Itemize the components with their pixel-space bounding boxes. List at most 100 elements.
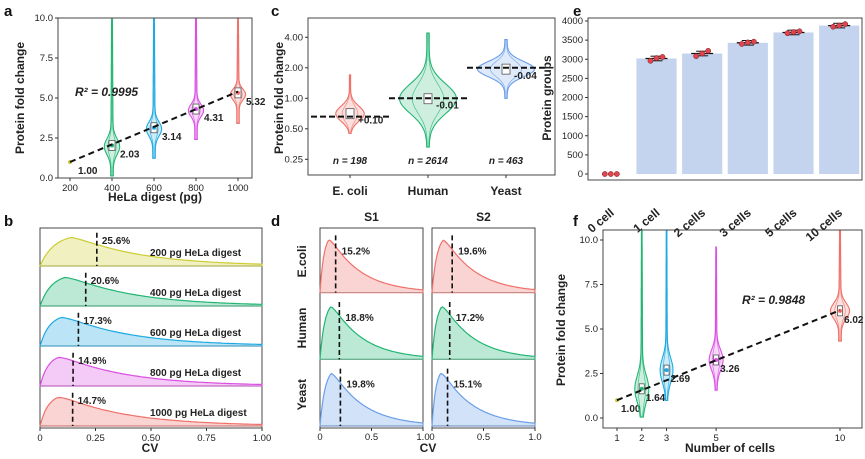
panel-d-density [431,306,536,360]
panel-c-n-label: n = 463 [489,156,524,167]
panel-f-violin-inner [637,230,646,418]
panel-e-ylabel: Protein groups [540,55,554,141]
panel-a-letter: a [4,3,13,20]
panel-b-median-label: 17.3% [83,316,111,327]
panel-f-xtick-label: 5 [713,433,718,444]
panel-e-bar [819,25,860,175]
panel-e-ytick-label: 1500 [562,112,583,123]
panel-f-xtick-label: 3 [664,433,669,444]
panel-b-row-label: 200 pg HeLa digest [150,248,242,259]
panel-d-xtick-label: 0.5 [477,432,490,443]
panel-f-ytick-label: 7.5 [585,280,598,291]
panel-a-violin-inner [107,18,117,177]
panel-f-median-point [664,368,669,373]
panel-a-ytick-label: 0.0 [40,173,53,184]
panel-e-point [790,29,797,35]
panel-d-row-label: E.coli [295,245,309,277]
panel-e-letter: e [573,3,581,20]
panel-c-delta-label: +0.10 [358,116,384,127]
panel-d-xtick-label: 1.0 [416,432,429,443]
panel-f-xtick-label: 1 [614,433,619,444]
panel-e-point [653,55,660,61]
panel-a-fit-line [69,90,239,163]
panel-a-r2: R² = 0.9995 [75,85,138,99]
panel-d-density [319,239,424,294]
panel-f-median-label: 1.64 [646,393,666,404]
panel-c-xtick-label: Yeast [490,184,521,198]
panel-d-row-label: Human [295,308,309,349]
panel-d-column-title: S1 [364,210,379,224]
panel-a-median-label: 4.31 [204,113,224,124]
panel-c-frame [307,17,556,176]
panel-e-ytick-label: 2500 [562,73,583,84]
panel-e-ytick-label: 4000 [562,16,583,27]
panel-b-row-label: 1000 pg HeLa digest [150,408,247,419]
panel-e-point [693,53,700,60]
panel-f-letter: f [573,213,579,230]
panel-e-ytick-label: 1000 [562,131,583,142]
panel-d-median-label: 18.8% [345,313,373,324]
panel-e-point [705,47,712,54]
panel-d-xtick-label: 0 [317,432,322,443]
panel-a-xtick-label: 800 [188,183,204,194]
panel-e-point [830,23,837,30]
panel-f-median-label: 3.26 [720,364,740,375]
panel-d-median-label: 15.1% [454,380,482,391]
panel-c-violin [398,32,458,148]
panel-c-box [345,108,355,120]
panel-e-xtick-label: 5 cells [762,205,799,240]
panel-c-delta-label: -0.01 [436,101,459,112]
panel-e-point [659,54,666,60]
panel-c-box [501,63,511,75]
panel-a-ytick-label: 10.0 [35,13,54,24]
panel-e-point [601,171,608,177]
panel-f-ytick-label: 10.0 [580,235,599,246]
panel-e-point [647,57,654,64]
panel-d-median-label: 17.2% [456,313,484,324]
panel-e-point [613,171,620,177]
panel-a-median-label: 3.14 [162,132,182,143]
panel-b-row-label: 600 pg HeLa digest [150,328,242,339]
panel-f-r2: R² = 0.9848 [742,293,805,307]
panel-b-density [39,236,263,267]
panel-e-ytick-label: 3000 [562,54,583,65]
panel-f-ytick-label: 5.0 [585,324,598,335]
panel-e-bar [773,32,814,174]
panel-c-n-label: n = 198 [333,156,368,167]
panel-a-violin-inner [149,18,159,159]
panel-c-violin-inner [411,32,445,148]
panel-e-xtick-label: 2 cells [671,205,708,240]
panel-e-xtick-label: 0 cell [585,206,617,236]
panel-b-median-label: 25.6% [102,236,130,247]
panel-e-bar [682,53,723,175]
panel-f-median-label: 1.00 [621,404,641,415]
panel-f-ytick-label: 0.0 [585,413,598,424]
panel-b-row-label: 800 pg HeLa digest [150,368,242,379]
panel-d-median-label: 15.2% [342,246,370,257]
panel-c-n-label: n = 2614 [408,156,448,167]
panel-e-point [738,41,745,47]
panel-c-xtick-label: Human [408,184,449,198]
panel-b-xtick-label: 0.25 [86,433,105,444]
panel-b-density [39,396,263,427]
panel-e-xtick-label: 1 cell [630,206,662,236]
panel-a-xtick-label: 400 [104,183,120,194]
panel-e-bar [636,58,677,174]
panel-e-ytick-label: 500 [567,150,583,161]
panel-e-point [750,38,757,45]
panel-a-xtick-label: 1000 [227,183,248,194]
panel-e-xtick-label: 3 cells [717,205,754,240]
panel-f-median-label: 2.69 [671,374,691,385]
panel-a-median-label: 2.03 [120,150,140,161]
panel-f-violin-inner [662,230,671,401]
panel-a-median-label: 5.32 [246,97,266,108]
panel-f-violin-inner [711,246,721,391]
panel-f-ylabel: Protein fold change [554,274,568,386]
panel-a-xtick-label: 600 [146,183,162,194]
panel-d-median-label: 19.8% [346,380,374,391]
panel-b-row-label: 400 pg HeLa digest [150,288,242,299]
panel-d-density [431,239,536,294]
panel-d-row-label: Yeast [295,379,309,410]
panel-b-median-label: 14.9% [78,356,106,367]
